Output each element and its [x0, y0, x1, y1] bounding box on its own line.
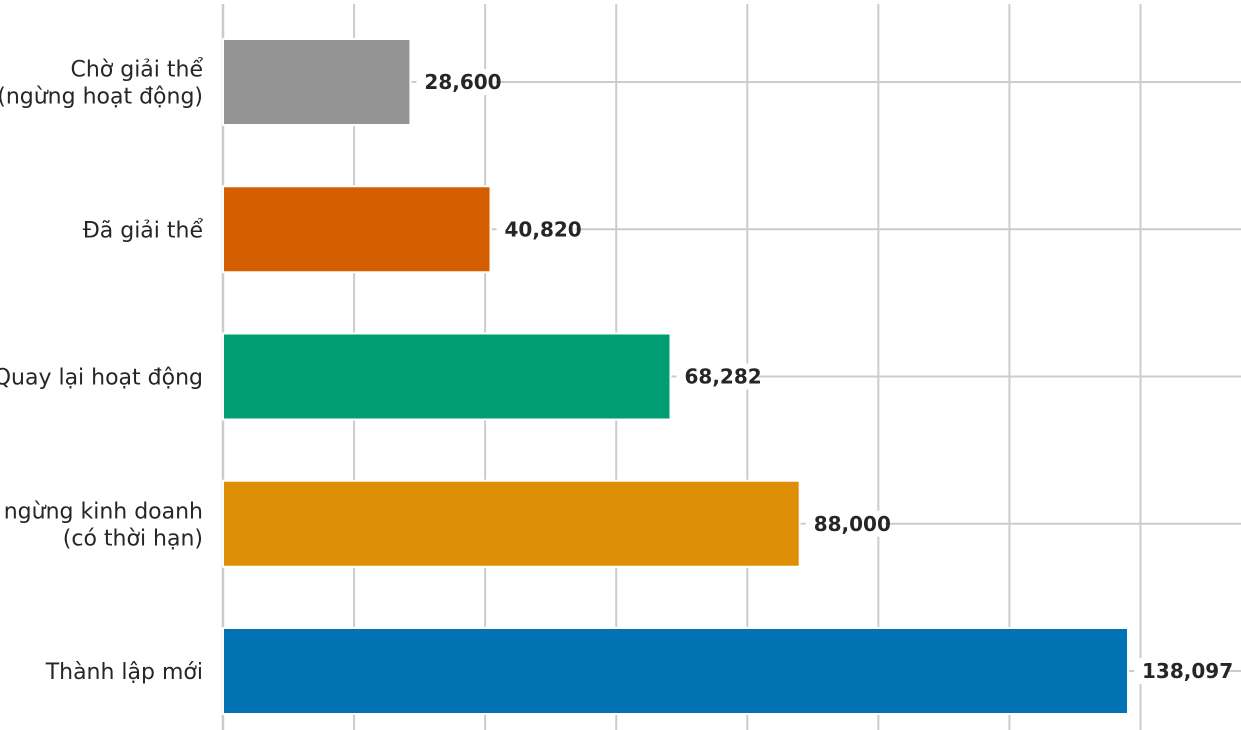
value-label-background [496, 216, 576, 243]
category-labels: Thành lập mới Tạm ngừng kinh doanh(có thờ… [0, 58, 203, 686]
bar [222, 332, 672, 421]
value-label: 88,000 [814, 512, 891, 536]
value-label-background [676, 363, 756, 390]
category-label: (ngừng hoạt động) [0, 85, 203, 110]
value-label-background [805, 510, 885, 537]
bar [222, 38, 412, 126]
category-label: Thành lập mới [45, 660, 203, 685]
value-label: 68,282 [684, 365, 761, 389]
category-label: (có thời hạn) [63, 526, 203, 551]
value-labels: 138,097 88,000 68,282 40,820 28,600 [416, 69, 1233, 684]
bar [222, 627, 1130, 715]
value-label: 28,600 [424, 70, 501, 94]
bar [222, 479, 801, 568]
category-label: Đã giải thể [83, 218, 204, 243]
bar [222, 185, 492, 274]
category-label: Quay lại hoạt động [0, 366, 203, 391]
bars [222, 38, 1130, 715]
value-label-background [416, 69, 496, 95]
value-label: 138,097 [1142, 659, 1233, 683]
value-label-background [1134, 658, 1226, 684]
value-label: 40,820 [505, 217, 582, 241]
category-label: Chờ giải thể [70, 58, 203, 83]
category-label: Tạm ngừng kinh doanh [0, 499, 203, 524]
